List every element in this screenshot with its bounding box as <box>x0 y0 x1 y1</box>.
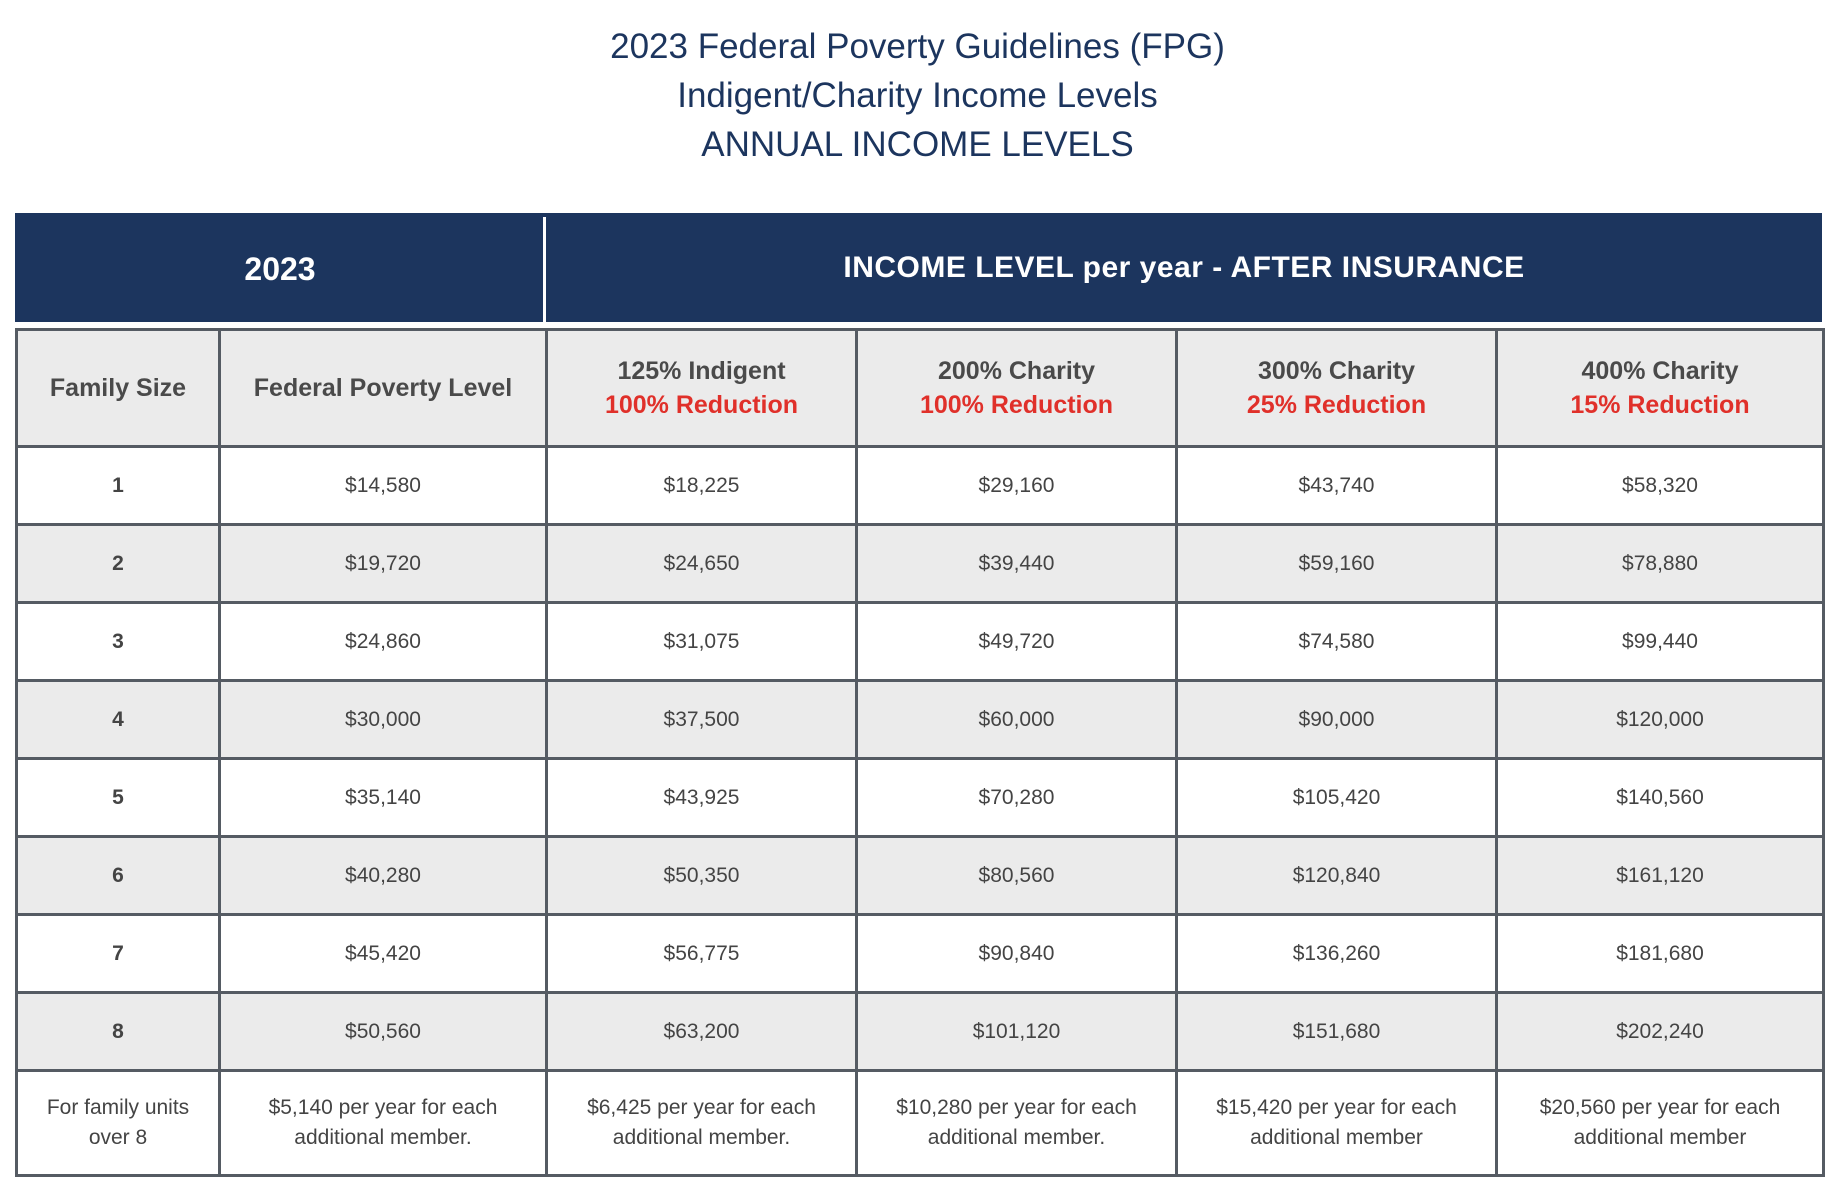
tier-200-cell: $49,720 <box>855 601 1178 682</box>
title-line-3: ANNUAL INCOME LEVELS <box>701 125 1134 164</box>
family-size-cell: 2 <box>15 523 221 604</box>
tier-125-cell: $31,075 <box>545 601 858 682</box>
family-size-cell: For family units over 8 <box>15 1069 221 1177</box>
header-family-size: Family Size <box>15 328 221 448</box>
table-banner: 2023 INCOME LEVEL per year - AFTER INSUR… <box>15 213 1822 323</box>
tier-125-cell: $24,650 <box>545 523 858 604</box>
fpl-cell: $5,140 per year for each additional memb… <box>218 1069 548 1177</box>
tier-400-cell: $20,560 per year for each additional mem… <box>1495 1069 1825 1177</box>
fpl-cell: $19,720 <box>218 523 548 604</box>
title-line-2: Indigent/Charity Income Levels <box>677 76 1158 115</box>
fpl-cell: $14,580 <box>218 445 548 526</box>
tier-400-cell: $99,440 <box>1495 601 1825 682</box>
tier-reduction: 100% Reduction <box>604 391 799 419</box>
tier-200-cell: $70,280 <box>855 757 1178 838</box>
banner-year: 2023 <box>244 251 316 287</box>
tier-300-cell: $74,580 <box>1175 601 1498 682</box>
tier-300-cell: $43,740 <box>1175 445 1498 526</box>
tier-reduction: 15% Reduction <box>1570 391 1750 419</box>
tier-125-cell: $56,775 <box>545 913 858 994</box>
tier-300-cell: $136,260 <box>1175 913 1498 994</box>
family-size-cell: 6 <box>15 835 221 916</box>
tier-400-cell: $181,680 <box>1495 913 1825 994</box>
tier-200-cell: $80,560 <box>855 835 1178 916</box>
family-size-cell: 1 <box>15 445 221 526</box>
family-size-cell: 3 <box>15 601 221 682</box>
income-levels-table: Family Size Federal Poverty Level 125% I… <box>15 328 1825 1177</box>
page-title: 2023 Federal Poverty Guidelines (FPG) In… <box>0 22 1835 169</box>
tier-125-cell: $50,350 <box>545 835 858 916</box>
tier-400-cell: $58,320 <box>1495 445 1825 526</box>
table-row: 7 $45,420 $56,775 $90,840 $136,260 $181,… <box>15 913 1825 994</box>
header-tier-300: 300% Charity 25% Reduction <box>1175 328 1498 448</box>
tier-label: 200% Charity <box>937 357 1096 385</box>
tier-125-cell: $63,200 <box>545 991 858 1072</box>
tier-300-cell: $59,160 <box>1175 523 1498 604</box>
table-row: 2 $19,720 $24,650 $39,440 $59,160 $78,88… <box>15 523 1825 604</box>
table-row: 4 $30,000 $37,500 $60,000 $90,000 $120,0… <box>15 679 1825 760</box>
header-tier-200: 200% Charity 100% Reduction <box>855 328 1178 448</box>
tier-label: 125% Indigent <box>617 357 786 385</box>
family-size-cell: 5 <box>15 757 221 838</box>
tier-300-cell: $105,420 <box>1175 757 1498 838</box>
tier-125-cell: $6,425 per year for each additional memb… <box>545 1069 858 1177</box>
tier-300-cell: $120,840 <box>1175 835 1498 916</box>
family-size-cell: 8 <box>15 991 221 1072</box>
tier-400-cell: $202,240 <box>1495 991 1825 1072</box>
banner-heading: INCOME LEVEL per year - AFTER INSURANCE <box>843 250 1525 284</box>
tier-200-cell: $60,000 <box>855 679 1178 760</box>
tier-400-cell: $78,880 <box>1495 523 1825 604</box>
tier-200-cell: $29,160 <box>855 445 1178 526</box>
tier-reduction: 25% Reduction <box>1246 391 1427 419</box>
tier-reduction: 100% Reduction <box>919 391 1114 419</box>
tier-125-cell: $18,225 <box>545 445 858 526</box>
fpl-cell: $35,140 <box>218 757 548 838</box>
fpl-cell: $45,420 <box>218 913 548 994</box>
header-fpl: Federal Poverty Level <box>218 328 548 448</box>
header-tier-400: 400% Charity 15% Reduction <box>1495 328 1825 448</box>
additional-member-row: For family units over 8 $5,140 per year … <box>15 1069 1825 1177</box>
fpl-cell: $30,000 <box>218 679 548 760</box>
tier-400-cell: $120,000 <box>1495 679 1825 760</box>
title-line-1: 2023 Federal Poverty Guidelines (FPG) <box>610 27 1225 66</box>
fpl-cell: $24,860 <box>218 601 548 682</box>
tier-label: 400% Charity <box>1581 357 1739 385</box>
table-row: 3 $24,860 $31,075 $49,720 $74,580 $99,44… <box>15 601 1825 682</box>
tier-200-cell: $90,840 <box>855 913 1178 994</box>
fpl-cell: $50,560 <box>218 991 548 1072</box>
tier-400-cell: $140,560 <box>1495 757 1825 838</box>
tier-125-cell: $43,925 <box>545 757 858 838</box>
tier-300-cell: $90,000 <box>1175 679 1498 760</box>
tier-label: 300% Charity <box>1257 357 1416 385</box>
tier-400-cell: $161,120 <box>1495 835 1825 916</box>
header-tier-125: 125% Indigent 100% Reduction <box>545 328 858 448</box>
table-header-row: Family Size Federal Poverty Level 125% I… <box>15 328 1825 448</box>
table-row: 1 $14,580 $18,225 $29,160 $43,740 $58,32… <box>15 445 1825 526</box>
tier-125-cell: $37,500 <box>545 679 858 760</box>
tier-200-cell: $39,440 <box>855 523 1178 604</box>
tier-300-cell: $15,420 per year for each additional mem… <box>1175 1069 1498 1177</box>
tier-200-cell: $10,280 per year for each additional mem… <box>855 1069 1178 1177</box>
table-row: 5 $35,140 $43,925 $70,280 $105,420 $140,… <box>15 757 1825 838</box>
family-size-cell: 4 <box>15 679 221 760</box>
family-size-cell: 7 <box>15 913 221 994</box>
table-row: 6 $40,280 $50,350 $80,560 $120,840 $161,… <box>15 835 1825 916</box>
table-row: 8 $50,560 $63,200 $101,120 $151,680 $202… <box>15 991 1825 1072</box>
tier-300-cell: $151,680 <box>1175 991 1498 1072</box>
tier-200-cell: $101,120 <box>855 991 1178 1072</box>
banner-divider <box>543 217 546 323</box>
fpl-cell: $40,280 <box>218 835 548 916</box>
